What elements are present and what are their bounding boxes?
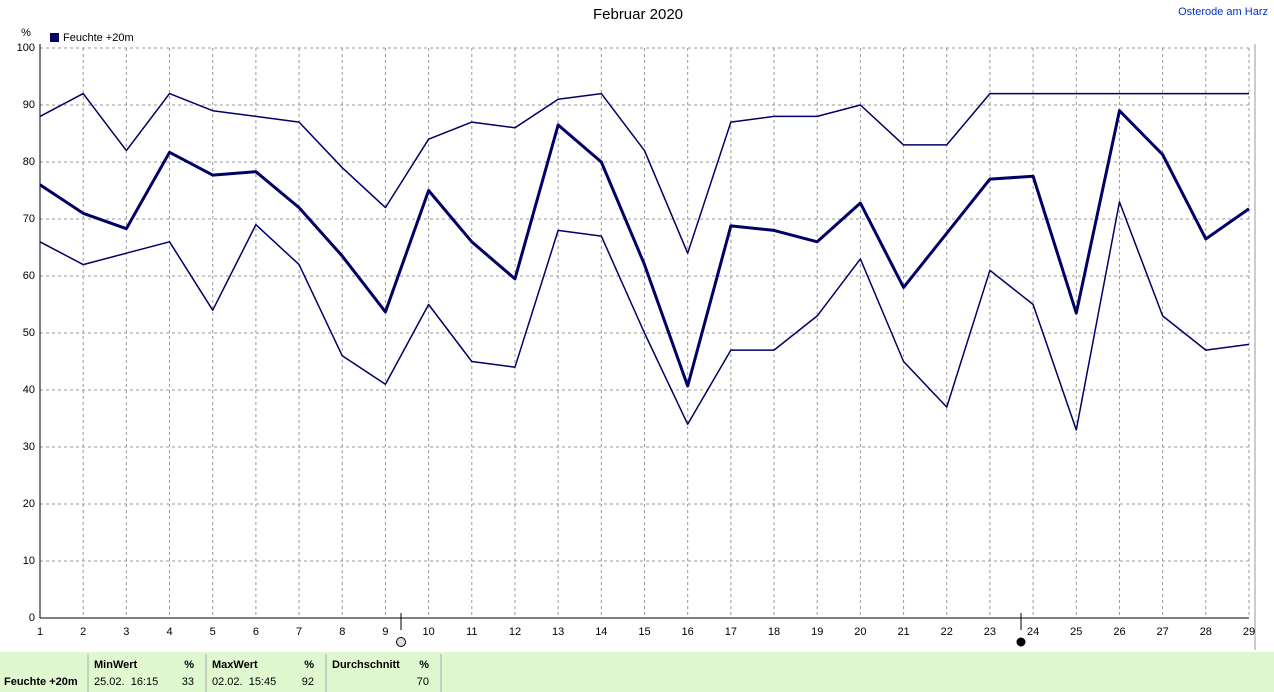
x-tick-label: 11 <box>466 626 477 638</box>
y-tick-label: 0 <box>29 612 35 624</box>
x-tick-label: 19 <box>811 626 823 638</box>
full-moon-icon <box>396 637 406 647</box>
table-value: 92 <box>302 676 314 688</box>
x-tick-label: 24 <box>1027 626 1039 638</box>
x-tick-label: 6 <box>253 626 259 638</box>
x-tick-label: 25 <box>1070 626 1082 638</box>
new-moon-icon <box>1016 637 1026 647</box>
x-tick-label: 28 <box>1200 626 1212 638</box>
x-tick-label: 20 <box>854 626 866 638</box>
table-row-label: Feuchte +20m <box>4 676 78 688</box>
table-time: 02.02. 15:45 <box>212 676 276 688</box>
x-tick-label: 17 <box>725 626 737 638</box>
x-tick-label: 2 <box>80 626 86 638</box>
x-tick-label: 26 <box>1113 626 1125 638</box>
y-tick-label: 20 <box>23 498 35 510</box>
x-tick-label: 27 <box>1157 626 1169 638</box>
x-tick-label: 21 <box>897 626 909 638</box>
x-tick-label: 10 <box>422 626 434 638</box>
y-tick-label: 60 <box>23 270 35 282</box>
data-line <box>39 92 1249 254</box>
table-unit: % <box>304 659 314 671</box>
location: Osterode am Harz <box>1178 6 1268 18</box>
x-tick-label: 18 <box>768 626 780 638</box>
y-tick-label: 30 <box>23 441 35 453</box>
table-value: 33 <box>182 676 194 688</box>
y-tick-label: 10 <box>23 555 35 567</box>
table-unit: % <box>419 659 429 671</box>
x-tick-label: 15 <box>638 626 650 638</box>
y-tick-label: 90 <box>23 99 35 111</box>
x-tick-label: 5 <box>210 626 216 638</box>
x-tick-label: 7 <box>296 626 302 638</box>
x-tick-label: 23 <box>984 626 996 638</box>
x-tick-label: 3 <box>123 626 129 638</box>
x-tick-label: 1 <box>37 626 43 638</box>
x-tick-label: 29 <box>1243 626 1255 638</box>
x-tick-label: 22 <box>941 626 953 638</box>
table-header: Durchschnitt <box>332 659 400 671</box>
legend-label: Feuchte +20m <box>63 32 134 44</box>
table-unit: % <box>184 659 194 671</box>
x-tick-label: 9 <box>382 626 388 638</box>
summary-table <box>0 652 1274 692</box>
y-tick-label: 80 <box>23 156 35 168</box>
table-header: MinWert <box>94 659 138 671</box>
x-tick-label: 4 <box>166 626 172 638</box>
x-tick-label: 13 <box>552 626 564 638</box>
table-value: 70 <box>417 676 429 688</box>
y-axis-label: % <box>21 27 31 39</box>
y-tick-label: 40 <box>23 384 35 396</box>
y-tick-label: 100 <box>17 42 35 54</box>
y-tick-label: 70 <box>23 213 35 225</box>
x-tick-label: 14 <box>595 626 607 638</box>
x-tick-label: 8 <box>339 626 345 638</box>
y-tick-label: 50 <box>23 327 35 339</box>
table-header: MaxWert <box>212 659 258 671</box>
data-line <box>39 109 1250 388</box>
data-line <box>39 201 1250 431</box>
x-tick-label: 16 <box>682 626 694 638</box>
table-time: 25.02. 16:15 <box>94 676 158 688</box>
x-tick-label: 12 <box>509 626 521 638</box>
legend-swatch <box>50 33 59 42</box>
chart-title: Februar 2020 <box>593 6 683 23</box>
